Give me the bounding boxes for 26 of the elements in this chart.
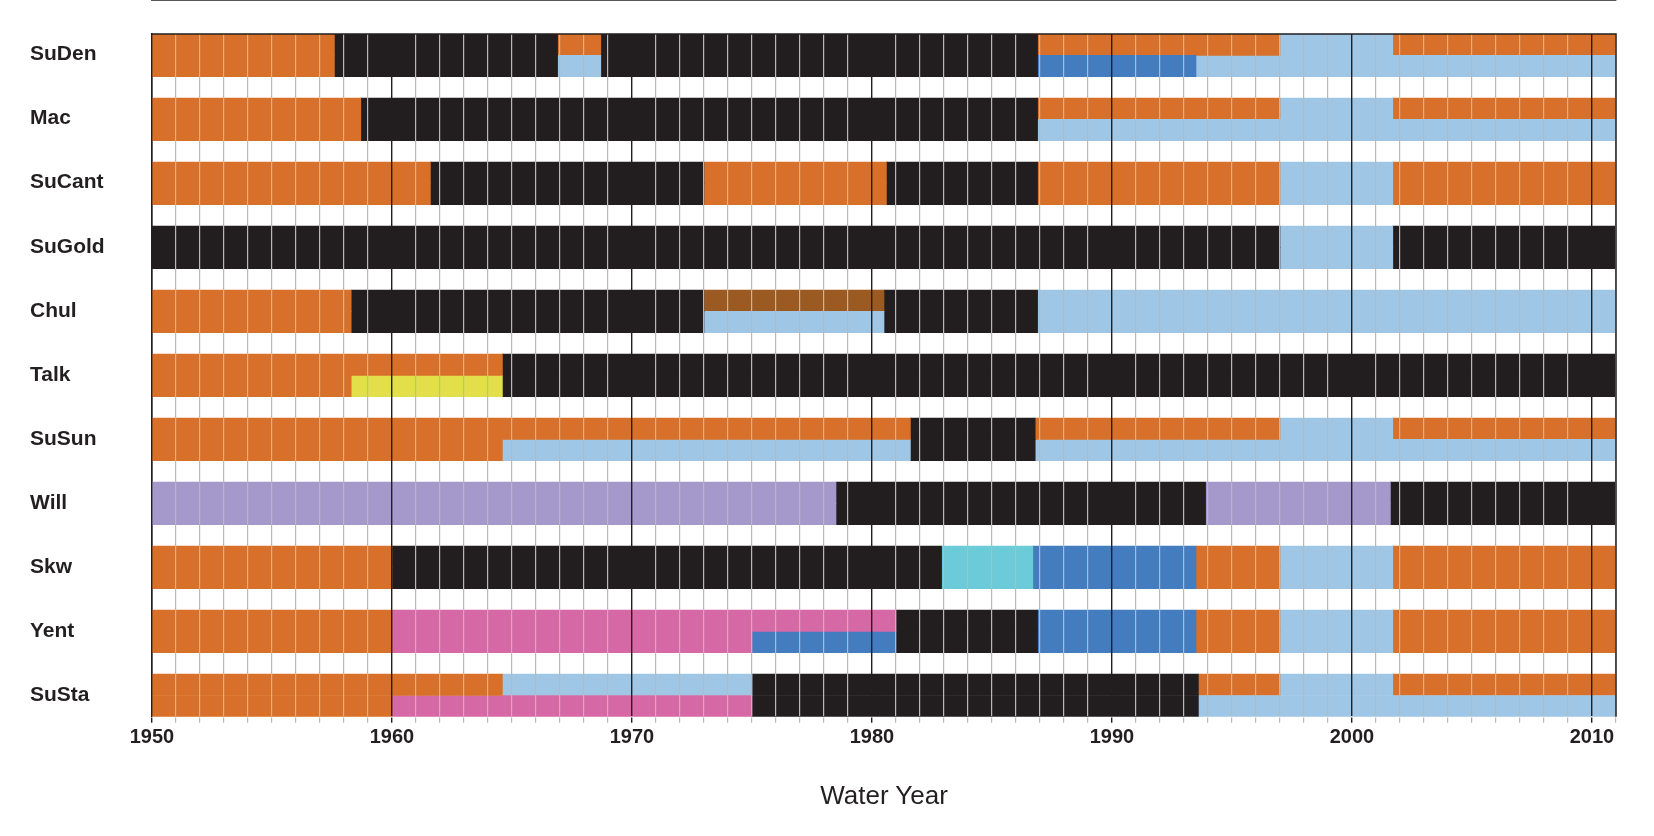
bar: [391, 695, 753, 717]
bar: [703, 289, 885, 312]
y-tick-label: SuSta: [30, 681, 90, 705]
x-tick-label: 1960: [369, 725, 415, 748]
y-tick-label: SuSun: [30, 425, 97, 449]
x-tick-label: 2010: [1569, 725, 1615, 748]
y-tick-label: Chul: [30, 297, 77, 321]
bar: [350, 375, 503, 398]
x-tick-label: 1950: [129, 725, 175, 748]
x-tick-label: 1980: [849, 725, 895, 748]
y-tick-label: SuCant: [30, 169, 104, 193]
y-tick-label: Yent: [30, 617, 75, 641]
x-tick-label: 2000: [1329, 725, 1375, 748]
x-tick-label: 1970: [609, 725, 655, 748]
bar: [1037, 55, 1197, 78]
x-tick-label: 1990: [1089, 725, 1135, 748]
bar: [751, 631, 897, 654]
y-tick-label: Mac: [30, 105, 72, 129]
y-tick-label: SuGold: [30, 233, 105, 257]
y-tick-label: Will: [30, 489, 68, 513]
y-tick-label: SuDen: [30, 41, 97, 65]
y-tick-label: Talk: [30, 361, 71, 385]
bar: [1392, 417, 1616, 440]
bar: [1392, 97, 1616, 120]
x-axis-title: Water Year: [820, 779, 949, 810]
y-tick-label: Skw: [30, 553, 73, 577]
